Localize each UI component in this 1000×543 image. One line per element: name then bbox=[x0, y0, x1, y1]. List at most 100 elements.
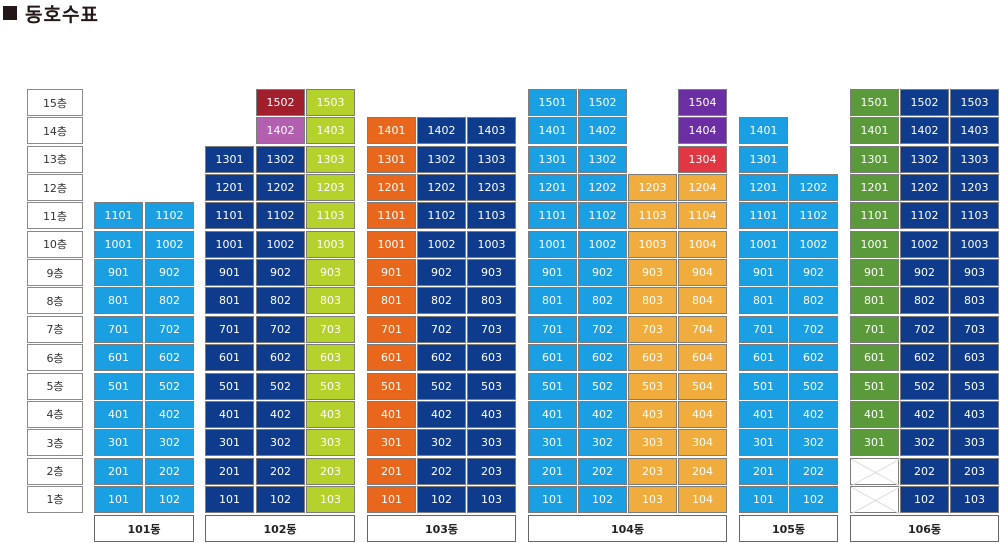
building-label: 105동 bbox=[739, 515, 838, 542]
unit-cell: 803 bbox=[306, 287, 355, 315]
unit-cell: 1401 bbox=[739, 117, 788, 145]
unit-cell: 1002 bbox=[789, 230, 838, 258]
unit-cell: 501 bbox=[94, 372, 143, 400]
unit-cell: 102 bbox=[578, 485, 627, 513]
unit-cell: 104 bbox=[678, 485, 727, 513]
unit-cell: 202 bbox=[145, 457, 194, 485]
unit-cell: 401 bbox=[850, 400, 899, 428]
unit-cell: 701 bbox=[850, 315, 899, 343]
unit-cell: 1502 bbox=[900, 89, 949, 116]
floor-label: 5층 bbox=[27, 372, 83, 400]
unit-cell: 1001 bbox=[850, 230, 899, 258]
unit-cell: 1203 bbox=[467, 174, 516, 202]
unit-cell: 1001 bbox=[94, 230, 143, 258]
unit-cell: 402 bbox=[145, 400, 194, 428]
unit-cell: 602 bbox=[789, 344, 838, 372]
building-label: 106동 bbox=[850, 515, 999, 542]
unit-cell: 702 bbox=[256, 315, 305, 343]
unit-cell: 402 bbox=[256, 400, 305, 428]
unit-cell: 302 bbox=[417, 429, 466, 457]
unit-cell: 203 bbox=[467, 457, 516, 485]
unit-cell: 1301 bbox=[205, 145, 254, 173]
unit-cell: 402 bbox=[900, 400, 949, 428]
unit-cell: 703 bbox=[467, 315, 516, 343]
unit-cell: 1301 bbox=[528, 145, 577, 173]
unit-cell: 402 bbox=[578, 400, 627, 428]
unit-cell: 1103 bbox=[950, 202, 999, 230]
unit-cell: 1202 bbox=[256, 174, 305, 202]
unit-cell: 1001 bbox=[205, 230, 254, 258]
unit-cell: 1202 bbox=[789, 174, 838, 202]
unit-cell: 604 bbox=[678, 344, 727, 372]
unit-cell: 1302 bbox=[256, 145, 305, 173]
unit-cell: 1101 bbox=[528, 202, 577, 230]
unit-cell: 301 bbox=[94, 429, 143, 457]
unit-cell: 502 bbox=[417, 372, 466, 400]
unit-cell: 1102 bbox=[578, 202, 627, 230]
unit-cell: 203 bbox=[628, 457, 677, 485]
unit-cell: 1102 bbox=[256, 202, 305, 230]
unit-cell: 601 bbox=[367, 344, 416, 372]
unit-cell: 1402 bbox=[578, 117, 627, 145]
unit-cell: 601 bbox=[850, 344, 899, 372]
unit-cell: 1101 bbox=[94, 202, 143, 230]
unit-cell: 301 bbox=[367, 429, 416, 457]
unit-cell: 1004 bbox=[678, 230, 727, 258]
unit-cell: 1401 bbox=[850, 117, 899, 145]
unit-cell: 303 bbox=[306, 429, 355, 457]
unit-cell: 103 bbox=[950, 485, 999, 513]
unit-cell: 202 bbox=[256, 457, 305, 485]
unit-cell: 1101 bbox=[205, 202, 254, 230]
unit-cell: 202 bbox=[417, 457, 466, 485]
unit-cell: 303 bbox=[628, 429, 677, 457]
unit-cell: 1203 bbox=[628, 174, 677, 202]
unit-cell: 102 bbox=[417, 485, 466, 513]
unit-cell: 1002 bbox=[900, 230, 949, 258]
unit-cell: 403 bbox=[467, 400, 516, 428]
unit-cell: 702 bbox=[145, 315, 194, 343]
unit-cell: 1202 bbox=[417, 174, 466, 202]
unit-cell: 903 bbox=[628, 259, 677, 287]
unit-cell: 603 bbox=[306, 344, 355, 372]
unit-cell: 103 bbox=[306, 485, 355, 513]
unit-cell: 801 bbox=[367, 287, 416, 315]
unit-cell: 1301 bbox=[367, 145, 416, 173]
unit-cell: 1102 bbox=[145, 202, 194, 230]
unit-cell: 101 bbox=[528, 485, 577, 513]
unit-cell: 901 bbox=[205, 259, 254, 287]
unit-cell: 302 bbox=[900, 429, 949, 457]
unit-cell: 502 bbox=[145, 372, 194, 400]
unit-cell: 1001 bbox=[367, 230, 416, 258]
unit-cell: 904 bbox=[678, 259, 727, 287]
unit-cell: 301 bbox=[850, 429, 899, 457]
title-square-icon bbox=[3, 6, 17, 20]
unit-cell: 101 bbox=[205, 485, 254, 513]
unit-cell: 801 bbox=[94, 287, 143, 315]
unit-cell: 1302 bbox=[417, 145, 466, 173]
unit-cell: 102 bbox=[900, 485, 949, 513]
unit-cell: 903 bbox=[467, 259, 516, 287]
unit-cell: 601 bbox=[205, 344, 254, 372]
unit-cell: 602 bbox=[145, 344, 194, 372]
unit-cell: 1003 bbox=[628, 230, 677, 258]
building-label: 101동 bbox=[94, 515, 194, 542]
unit-cell: 1103 bbox=[628, 202, 677, 230]
unit-cell: 1403 bbox=[467, 117, 516, 145]
unit-cell: 303 bbox=[467, 429, 516, 457]
unit-cell: 403 bbox=[950, 400, 999, 428]
unit-cell: 701 bbox=[205, 315, 254, 343]
unit-cell: 1302 bbox=[900, 145, 949, 173]
floor-label: 7층 bbox=[27, 315, 83, 343]
unit-cell: 1203 bbox=[306, 174, 355, 202]
unit-cell: 801 bbox=[739, 287, 788, 315]
unit-cell: 1502 bbox=[578, 89, 627, 116]
unit-cell: 1201 bbox=[205, 174, 254, 202]
unit-cell: 202 bbox=[578, 457, 627, 485]
unit-cell: 701 bbox=[94, 315, 143, 343]
unit-cell: 601 bbox=[739, 344, 788, 372]
unit-cell: 101 bbox=[94, 485, 143, 513]
unit-cell: 201 bbox=[739, 457, 788, 485]
floor-label: 1층 bbox=[27, 485, 83, 513]
unit-cell: 1102 bbox=[417, 202, 466, 230]
